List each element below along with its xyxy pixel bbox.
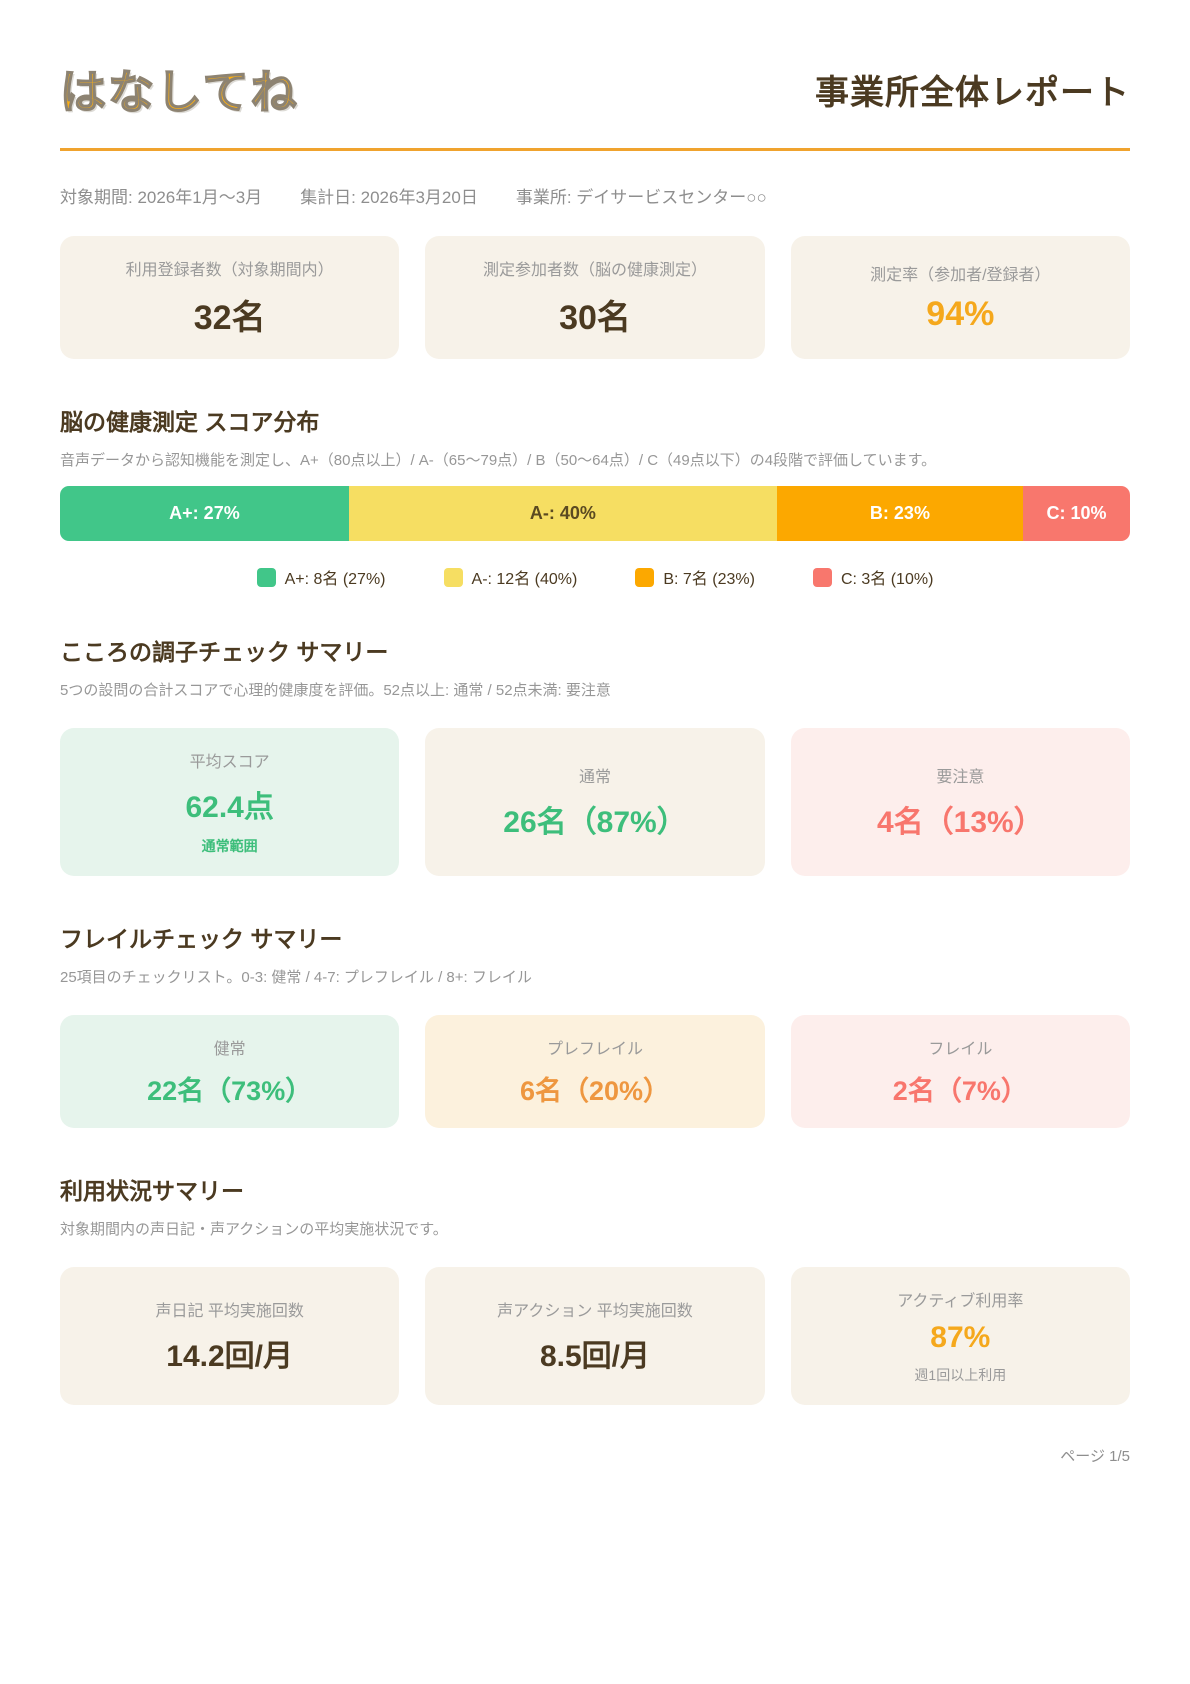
mind-card-average-score: 平均スコア 62.4点 通常範囲	[60, 728, 400, 876]
usage-card-voice-action: 声アクション 平均実施回数 8.5回/月	[425, 1267, 765, 1405]
overview-cards: 利用登録者数（対象期間内） 32名 測定参加者数（脳の健康測定） 30名 測定率…	[60, 236, 1130, 359]
bar-segment-b: B: 23%	[776, 486, 1023, 541]
page-title: 事業所全体レポート	[815, 73, 1130, 112]
usage-cards: 声日記 平均実施回数 14.2回/月 声アクション 平均実施回数 8.5回/月 …	[60, 1267, 1130, 1405]
meta-aggregation-date: 集計日: 2026年3月20日	[300, 188, 478, 207]
stat-label: 通常	[578, 769, 611, 786]
stat-value: 14.2回/月	[166, 1340, 294, 1373]
bar-segment-a-plus: A+: 27%	[60, 486, 349, 541]
bar-segment-c: C: 10%	[1022, 486, 1130, 541]
app-logo: はなしてね	[59, 65, 299, 119]
page-indicator: ページ 1/5	[1060, 1448, 1130, 1465]
stat-value: 94%	[926, 295, 995, 333]
stat-label: フレイル	[928, 1041, 993, 1058]
section-title-frailty-check: フレイルチェック サマリー	[60, 926, 343, 952]
legend-label: B: 7名 (23%)	[663, 571, 755, 588]
section-subtitle-usage: 対象期間内の声日記・声アクションの平均実施状況です。	[60, 1221, 448, 1238]
stat-label: 利用登録者数（対象期間内）	[125, 262, 334, 279]
legend-swatch-a-minus	[443, 567, 463, 587]
mind-card-attention-needed: 要注意 4名（13%）	[790, 728, 1130, 876]
section-subtitle-brain-score: 音声データから認知機能を測定し、A+（80点以上）/ A-（65〜79点）/ B…	[60, 452, 937, 469]
legend-swatch-a-plus	[256, 567, 276, 587]
header-divider	[60, 148, 1130, 151]
stat-label: 声日記 平均実施回数	[155, 1303, 304, 1320]
section-title-usage: 利用状況サマリー	[60, 1178, 244, 1204]
stat-label: 健常	[213, 1041, 246, 1058]
stat-card-measurement-rate: 測定率（参加者/登録者） 94%	[790, 236, 1130, 359]
stat-value: 62.4点	[185, 791, 274, 824]
stat-value: 8.5回/月	[539, 1340, 651, 1373]
mind-check-cards: 平均スコア 62.4点 通常範囲 通常 26名（87%） 要注意 4名（13%）	[60, 728, 1130, 876]
section-subtitle-frailty-check: 25項目のチェックリスト。0-3: 健常 / 4-7: プレフレイル / 8+:…	[60, 969, 532, 986]
meta-row: 対象期間: 2026年1月〜3月 集計日: 2026年3月20日 事業所: デイ…	[60, 183, 1130, 208]
legend-swatch-c	[812, 567, 832, 587]
stat-value: 32名	[193, 299, 266, 337]
legend-label: A-: 12名 (40%)	[471, 571, 578, 588]
stat-note: 週1回以上利用	[914, 1367, 1007, 1383]
bar-segment-a-minus: A-: 40%	[348, 486, 777, 541]
stat-label: アクティブ利用率	[897, 1293, 1024, 1310]
section-title-mind-check: こころの調子チェック サマリー	[60, 639, 389, 665]
legend-item-a-plus: A+: 8名 (27%)	[256, 565, 386, 589]
report-page: はなしてね 事業所全体レポート 対象期間: 2026年1月〜3月 集計日: 20…	[59, 56, 1130, 1465]
stat-value: 30名	[559, 299, 631, 337]
meta-office: 事業所: デイサービスセンター○○	[515, 188, 767, 207]
usage-card-voice-diary: 声日記 平均実施回数 14.2回/月	[60, 1267, 400, 1405]
stat-label: 声アクション 平均実施回数	[497, 1303, 693, 1320]
stat-label: プレフレイル	[546, 1041, 643, 1058]
frailty-card-frail: フレイル 2名（7%）	[790, 1015, 1130, 1128]
frailty-card-prefrail: プレフレイル 6名（20%）	[425, 1015, 765, 1128]
stat-card-participants: 測定参加者数（脳の健康測定） 30名	[425, 236, 765, 359]
header: はなしてね 事業所全体レポート	[59, 56, 1130, 122]
stat-label: 測定参加者数（脳の健康測定）	[482, 262, 707, 279]
stat-label: 平均スコア	[189, 754, 270, 771]
frailty-check-cards: 健常 22名（73%） プレフレイル 6名（20%） フレイル 2名（7%）	[60, 1015, 1130, 1128]
mind-card-normal: 通常 26名（87%）	[425, 728, 765, 876]
legend-item-c: C: 3名 (10%)	[812, 565, 934, 589]
legend-item-a-minus: A-: 12名 (40%)	[443, 565, 578, 589]
score-distribution-legend: A+: 8名 (27%) A-: 12名 (40%) B: 7名 (23%) C…	[60, 565, 1130, 589]
stat-label: 測定率（参加者/登録者）	[870, 267, 1051, 284]
stat-label: 要注意	[936, 769, 985, 786]
legend-label: C: 3名 (10%)	[840, 571, 934, 588]
stat-note: 通常範囲	[201, 838, 258, 854]
score-distribution-stacked-bar: A+: 27% A-: 40% B: 23% C: 10%	[60, 486, 1130, 541]
stat-value: 87%	[930, 1321, 991, 1354]
legend-swatch-b	[635, 567, 655, 587]
stat-value: 2名（7%）	[892, 1076, 1028, 1106]
stat-value: 6名（20%）	[519, 1076, 671, 1106]
stat-card-registered-users: 利用登録者数（対象期間内） 32名	[60, 236, 400, 359]
stat-value: 26名（87%）	[503, 806, 687, 839]
legend-item-b: B: 7名 (23%)	[635, 565, 755, 589]
usage-card-active-rate: アクティブ利用率 87% 週1回以上利用	[790, 1267, 1130, 1405]
frailty-card-healthy: 健常 22名（73%）	[60, 1015, 400, 1128]
meta-period: 対象期間: 2026年1月〜3月	[60, 188, 263, 207]
stat-value: 4名（13%）	[876, 806, 1044, 839]
section-title-brain-score: 脳の健康測定 スコア分布	[60, 409, 320, 435]
section-subtitle-mind-check: 5つの設問の合計スコアで心理的健康度を評価。52点以上: 通常 / 52点未満:…	[60, 682, 611, 699]
legend-label: A+: 8名 (27%)	[284, 571, 386, 588]
stat-value: 22名（73%）	[147, 1076, 313, 1106]
